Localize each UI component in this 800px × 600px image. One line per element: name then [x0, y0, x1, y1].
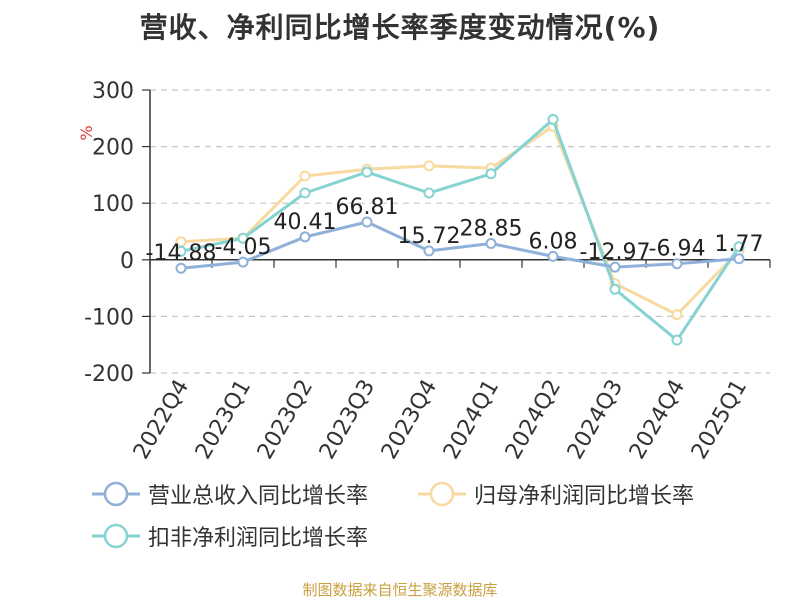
series-revenue-point[interactable]	[671, 258, 683, 270]
series-revenue-point[interactable]	[237, 256, 249, 268]
series-revenue-point[interactable]	[733, 253, 745, 265]
series	[175, 113, 745, 346]
y-axis-label: %	[77, 125, 96, 140]
legend-deducted-profit-swatch	[92, 523, 140, 549]
data-label: 28.85	[460, 216, 523, 241]
series-revenue-point[interactable]	[485, 237, 497, 249]
legend-revenue-swatch	[92, 481, 140, 507]
y-tick-label: -200	[84, 362, 134, 387]
series-deducted-profit-point[interactable]	[237, 232, 249, 244]
series-deducted-profit-line	[180, 117, 741, 342]
data-label: -12.97	[580, 240, 651, 265]
x-tick-label: 2022Q4	[129, 376, 194, 464]
legend-revenue-label: 营业总收入同比增长率	[148, 484, 369, 509]
series-deducted-profit-point[interactable]	[175, 245, 187, 257]
series-parent-profit-point[interactable]	[299, 170, 311, 182]
legend-revenue[interactable]: 营业总收入同比增长率	[92, 479, 368, 509]
x-tick-label: 2023Q1	[191, 376, 256, 464]
series-revenue-point[interactable]	[299, 231, 311, 243]
x-tick-label: 2024Q2	[501, 376, 566, 464]
series-deducted-profit-point[interactable]	[671, 334, 683, 346]
series-revenue-point[interactable]	[361, 216, 373, 228]
series-revenue-point[interactable]	[175, 262, 187, 274]
legend-parent-profit-swatch	[418, 481, 466, 507]
x-tick-label: 2023Q4	[377, 376, 442, 464]
series-revenue-line	[180, 220, 740, 270]
axes: -200-10001002003002022Q42023Q12023Q22023…	[84, 79, 771, 464]
series-deducted-profit-point[interactable]	[299, 187, 311, 199]
series-parent-profit-line	[180, 124, 741, 317]
series-deducted-profit-point[interactable]	[609, 283, 621, 295]
series-deducted-profit-point[interactable]	[361, 166, 373, 178]
data-label: 15.72	[398, 224, 461, 249]
legend-parent-profit-label: 归母净利润同比增长率	[474, 484, 695, 509]
y-tick-label: 0	[120, 249, 134, 274]
legend-deducted-profit-label: 扣非净利润同比增长率	[148, 526, 369, 551]
x-tick-label: 2024Q4	[625, 376, 690, 464]
series-deducted-profit-point[interactable]	[733, 241, 745, 253]
series-revenue-point[interactable]	[423, 245, 435, 257]
series-deducted-profit-point[interactable]	[423, 187, 435, 199]
y-tick-label: -100	[84, 305, 134, 330]
series-revenue	[175, 216, 745, 274]
series-deducted-profit-point[interactable]	[547, 113, 559, 125]
data-label: 1.77	[715, 232, 764, 257]
series-deducted-profit	[175, 113, 745, 346]
y-tick-label: 300	[92, 79, 134, 104]
series-revenue-point[interactable]	[547, 250, 559, 262]
x-tick-label: 2025Q1	[687, 376, 752, 464]
chart-title: 营收、净利同比增长率季度变动情况(%)	[139, 11, 661, 44]
series-revenue-point[interactable]	[609, 261, 621, 273]
y-tick-label: 200	[92, 136, 134, 161]
x-tick-label: 2023Q2	[253, 376, 318, 464]
data-label: 40.41	[274, 210, 337, 235]
series-parent-profit-point[interactable]	[423, 160, 435, 172]
data-label: 66.81	[336, 195, 399, 220]
x-tick-label: 2024Q1	[439, 376, 504, 464]
x-tick-label: 2023Q3	[315, 376, 380, 464]
legend-parent-profit[interactable]: 归母净利润同比增长率	[418, 479, 694, 509]
x-tick-label: 2024Q3	[563, 376, 628, 464]
data-label: -4.05	[215, 235, 272, 260]
data-label: -6.94	[649, 237, 706, 262]
data-label: -14.88	[146, 241, 217, 266]
grid-lines	[150, 89, 770, 374]
data-label: 6.08	[529, 229, 578, 254]
y-tick-label: 100	[92, 192, 134, 217]
series-parent-profit-point[interactable]	[671, 309, 683, 321]
legend-deducted-profit[interactable]: 扣非净利润同比增长率	[92, 521, 368, 551]
source-note: 制图数据来自恒生聚源数据库	[302, 581, 498, 599]
series-deducted-profit-point[interactable]	[485, 168, 497, 180]
